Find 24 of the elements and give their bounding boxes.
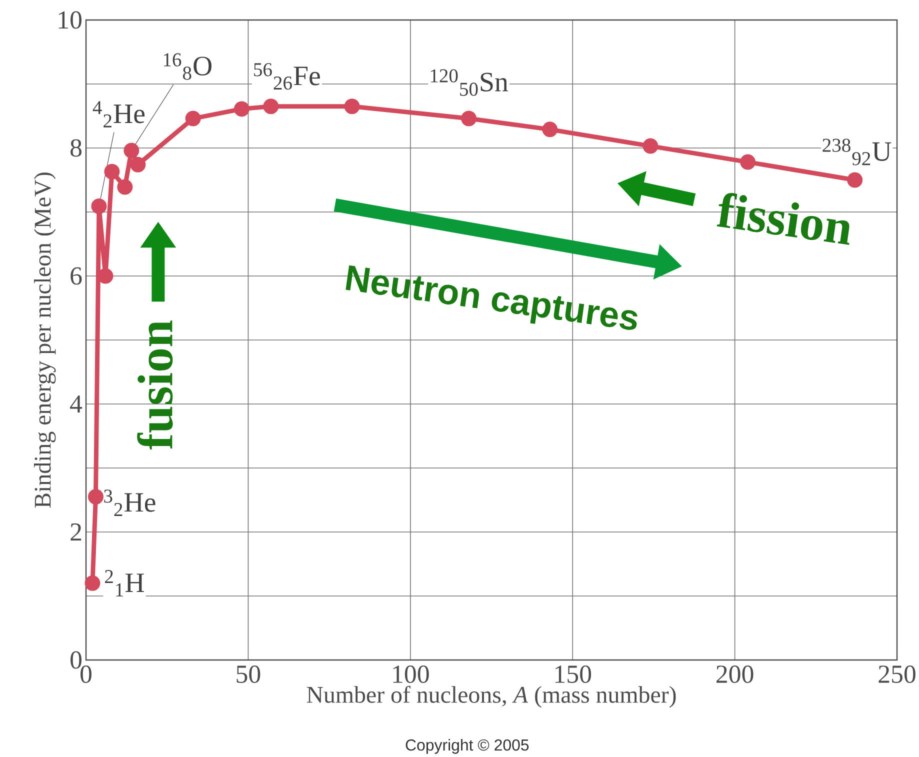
x-tick-label: 250 [878,665,916,683]
annotation: 238$_{92}$U [822,138,892,166]
y-tick-label: 6 [70,267,82,285]
y-tick-label: 4 [70,395,82,413]
x-tick-label: 100 [393,665,429,683]
annotation: 3$_{2}$He [104,490,156,516]
y-tick-label: 8 [70,139,82,157]
y-tick-label: 0 [70,651,82,669]
y-tick-label: 10 [58,11,82,29]
y-axis-title: Binding energy per nucleon (MeV) [34,172,56,508]
x-tick-label: 150 [555,665,592,683]
annotation: fusion [137,320,173,450]
annotation: 56$_{26}$Fe [254,63,320,90]
annotation: 16$_{8}$O [164,53,212,80]
x-tick-label: 50 [236,665,260,683]
annotation: 4$_{2}$He [92,101,145,128]
annotation: 120$_{50}$Sn [430,69,508,96]
x-axis-title: Number of nucleons, A (mass number) [306,686,676,708]
annotation: fission [716,193,850,245]
annotation: 2$_{1}$H [105,570,144,596]
text: Copyright © 2005 [406,738,529,754]
x-tick-label: 200 [716,665,754,683]
y-tick-label: 2 [70,523,82,541]
annotation: Neutron captures [346,265,638,330]
